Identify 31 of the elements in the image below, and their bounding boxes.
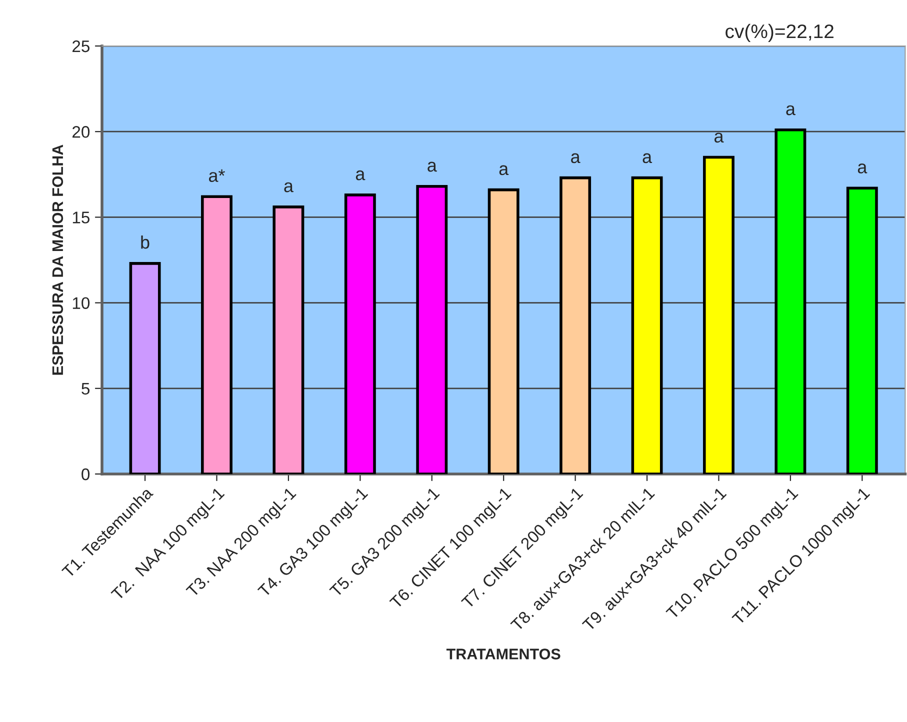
data-label: a (284, 182, 294, 192)
bar (129, 262, 161, 474)
y-tick-label: 10 (72, 297, 90, 310)
data-label: a (571, 153, 580, 164)
y-tick-label: 0 (82, 468, 90, 480)
data-label: a (642, 153, 652, 164)
text: cv(%)=22,12 (726, 24, 834, 42)
y-tick-label: 15 (72, 212, 90, 224)
bar (201, 195, 232, 474)
bar (416, 184, 448, 474)
bar (703, 156, 734, 474)
data-label: a (786, 105, 796, 116)
data-label: a (714, 132, 724, 143)
bar (272, 206, 304, 474)
y-tick-label: 5 (82, 382, 90, 395)
x-axis-title: TRATAMENTOS (446, 648, 560, 660)
data-label: a (428, 162, 437, 172)
y-tick-label: 25 (72, 40, 90, 52)
bar (344, 194, 376, 474)
bar (774, 128, 806, 474)
y-tick-label: 20 (72, 126, 90, 138)
bar (488, 188, 520, 474)
bar (846, 186, 878, 474)
bar (631, 176, 663, 474)
data-label: b (141, 235, 150, 249)
data-label: a (499, 165, 509, 176)
data-label: a (858, 164, 868, 174)
data-label: a* (208, 169, 225, 182)
y-axis-title: ESPESSURA DA MAIOR FOLHA (52, 144, 64, 375)
bar (560, 176, 592, 474)
data-label: a (356, 170, 366, 180)
